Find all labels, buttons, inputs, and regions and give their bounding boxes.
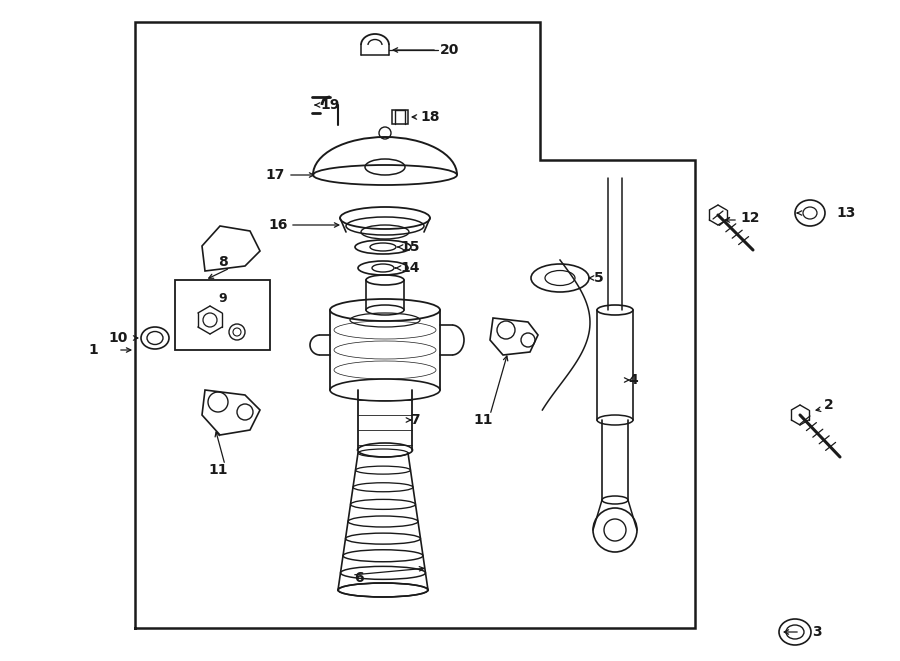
Text: 6: 6	[354, 571, 364, 585]
Text: 17: 17	[265, 168, 284, 182]
Text: 11: 11	[473, 413, 493, 427]
Text: 14: 14	[400, 261, 419, 275]
Text: 9: 9	[218, 292, 227, 305]
Text: 18: 18	[420, 110, 439, 124]
Text: 2: 2	[824, 398, 833, 412]
Text: 12: 12	[740, 211, 760, 225]
Text: 7: 7	[410, 413, 419, 427]
Text: 4: 4	[628, 373, 638, 387]
Text: 13: 13	[836, 206, 855, 220]
Text: 5: 5	[594, 271, 604, 285]
Bar	[392, 110, 408, 124]
Text: 1: 1	[88, 343, 98, 357]
Text: 19: 19	[320, 98, 339, 112]
Text: 15: 15	[400, 240, 419, 254]
Text: 20: 20	[440, 43, 459, 57]
Text: 11: 11	[208, 463, 228, 477]
Text: 3: 3	[812, 625, 822, 639]
Text: 16: 16	[268, 218, 287, 232]
Text: 10: 10	[108, 331, 128, 345]
Text: 8: 8	[218, 255, 228, 269]
Bar	[175, 280, 270, 350]
